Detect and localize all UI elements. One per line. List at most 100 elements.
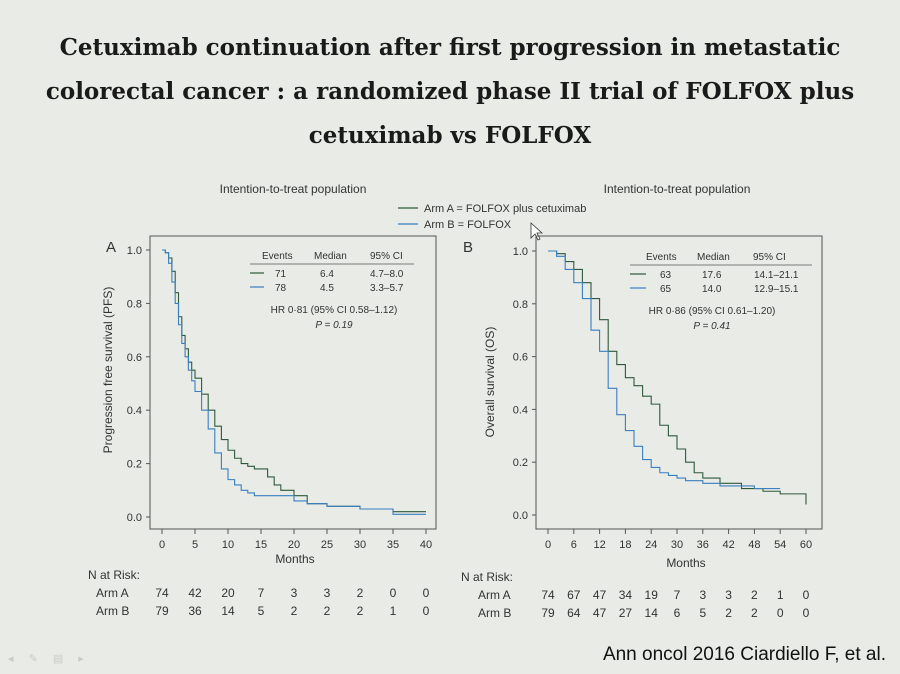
panel-b-x-axis: 0 6 12 18 24 30 36 42 48 54 60 [545,529,812,551]
panel-b-p: P = 0.41 [693,321,730,332]
panel-a-ytick-label: 0.6 [127,352,142,364]
panel-a-ytick-label: 1.0 [127,245,142,257]
slide-nav-icons[interactable]: ◂ ✎ ▤ ▸ [8,653,90,665]
panel-a-xtick-label: 30 [354,539,366,551]
panel-b-at-risk-value: 0 [803,588,810,602]
panel-b-xtick-label: 42 [722,539,734,551]
panel-b-ci-b: 12.9–15.1 [754,284,799,295]
panel-a-xtick-label: 5 [192,539,198,551]
panel-a-ylabel: Progression free survival (PFS) [101,287,115,454]
legend-arm-b-label: Arm B = FOLFOX [424,219,512,231]
panel-b-at-risk-label: N at Risk: [461,570,513,584]
panel-a-events-a: 71 [275,269,287,280]
panel-b-median-a: 17.6 [702,270,722,281]
panel-a-col-ci: 95% CI [370,251,403,262]
panel-a-curve-arm-a [162,249,426,513]
panel-b-ytick-label: 0.6 [513,352,528,364]
panel-b-at-risk-value: 6 [674,606,681,620]
panel-b-letter: B [463,239,473,256]
panel-b-curves [548,250,807,505]
slide-title: Cetuximab continuation after first progr… [0,26,900,158]
panel-b-ytick-label: 0.2 [513,457,528,469]
panel-b-hr: HR 0·86 (95% CI 0.61–1.20) [649,306,776,317]
panel-a-median-a: 6.4 [320,269,334,280]
panel-a-ci-b: 3.3–5.7 [370,283,404,294]
panel-a-ytick-label: 0.2 [127,459,142,471]
panel-a-xlabel: Months [275,552,314,566]
panel-b-xtick-label: 36 [697,539,709,551]
panel-a-at-risk-arm-a: Arm A [96,586,129,600]
panel-a-at-risk-value: 5 [258,604,265,618]
panel-a-stats-table: Events Median 95% CI 71 6.4 4.7–8.0 78 4… [250,251,414,331]
panel-a-at-risk-label: N at Risk: [88,568,140,582]
panel-b-title: Intention-to-treat population [604,182,751,196]
panel-b-at-risk-value: 5 [699,606,706,620]
panel-a-hr: HR 0·81 (95% CI 0.58–1.12) [271,305,398,316]
panel-b-xtick-label: 48 [748,539,760,551]
panel-a-at-risk-table: 74 42 20 7 3 3 2 0 079 36 14 5 2 2 2 1 0 [155,586,429,618]
panel-b-ytick-label: 0.8 [513,299,528,311]
panel-a-curve-arm-b [162,249,426,515]
panel-a-ytick-label: 0.0 [127,512,142,524]
mouse-cursor-icon [530,222,544,241]
panel-a-at-risk-value: 2 [291,604,298,618]
panel-a-at-risk-value: 3 [291,586,298,600]
title-line-2: colorectal cancer : a randomized phase I… [45,78,855,105]
panel-a-at-risk-value: 14 [221,604,235,618]
panel-b-at-risk-value: 7 [674,588,681,602]
panel-b-at-risk-value: 2 [751,588,758,602]
panel-a-at-risk-value: 2 [357,604,364,618]
panel-b-at-risk-value: 74 [541,588,555,602]
panel-b-at-risk-value: 2 [751,606,758,620]
panel-b-events-a: 63 [660,270,672,281]
panel-a-ytick-label: 0.4 [127,405,142,417]
panel-a-at-risk-value: 2 [357,586,364,600]
panel-b-at-risk-value: 3 [725,588,732,602]
panel-a-ci-a: 4.7–8.0 [370,269,404,280]
panel-b-col-ci: 95% CI [753,252,786,263]
panel-a-x-axis: 0 5 10 15 20 25 30 35 40 [159,529,432,551]
panel-b-at-risk-value: 47 [593,606,607,620]
panel-b-at-risk-value: 47 [593,588,607,602]
panel-a-at-risk-value: 0 [390,586,397,600]
panel-b-col-median: Median [697,252,730,263]
panel-b: B 0.00.20.40.60.81.0 0 6 12 18 24 30 36 42 48 54 6… [461,235,823,620]
panel-b-at-risk-value: 0 [803,606,810,620]
panel-b-ylabel: Overall survival (OS) [483,327,497,438]
panel-a-at-risk-value: 20 [221,586,235,600]
panel-b-xtick-label: 24 [645,539,657,551]
panel-a-at-risk-arm-b: Arm B [96,604,129,618]
panel-a-ytick-label: 0.8 [127,298,142,310]
panel-b-at-risk-value: 19 [645,588,659,602]
panel-a: A 0.00.20.40.60.81.0 0 5 10 15 20 25 30 35 40 Pr… [88,235,437,618]
panel-a-plot-frame [149,235,437,530]
panel-b-at-risk-value: 27 [619,606,633,620]
panel-b-events-b: 65 [660,284,672,295]
panel-b-xtick-label: 60 [800,539,812,551]
panel-a-title: Intention-to-treat population [220,182,367,196]
panel-a-xtick-label: 10 [222,539,234,551]
panel-b-xtick-label: 54 [774,539,786,551]
panel-b-ci-a: 14.1–21.1 [754,270,799,281]
panel-a-xtick-label: 0 [159,539,165,551]
panel-b-at-risk-value: 3 [699,588,706,602]
title-line-1: Cetuximab continuation after first progr… [59,34,841,61]
panel-a-at-risk-value: 0 [423,604,430,618]
panel-a-p: P = 0.19 [315,320,353,331]
legend-arm-a-label: Arm A = FOLFOX plus cetuximab [424,203,586,215]
panel-a-at-risk-value: 1 [390,604,397,618]
title-line-3: cetuximab vs FOLFOX [308,122,592,149]
panel-b-xtick-label: 6 [571,539,577,551]
panel-b-col-events: Events [646,252,677,263]
panel-a-col-median: Median [314,251,347,262]
panel-a-col-events: Events [262,251,293,262]
panel-b-at-risk-value: 34 [619,588,633,602]
panel-b-xtick-label: 30 [671,539,683,551]
panel-a-at-risk-value: 74 [155,586,169,600]
panel-a-y-axis: 0.0 0.2 0.4 0.6 0.8 1.0 [127,245,150,524]
panel-b-ytick-label: 1.0 [513,246,528,258]
panel-a-at-risk-value: 3 [324,586,331,600]
panel-b-at-risk-table: 74 67 47 34 19 7 3 3 2 1 0 79 64 47 27 14 6 5 2 2 0 0 [541,588,809,620]
panel-b-ytick-label: 0.4 [513,404,528,416]
